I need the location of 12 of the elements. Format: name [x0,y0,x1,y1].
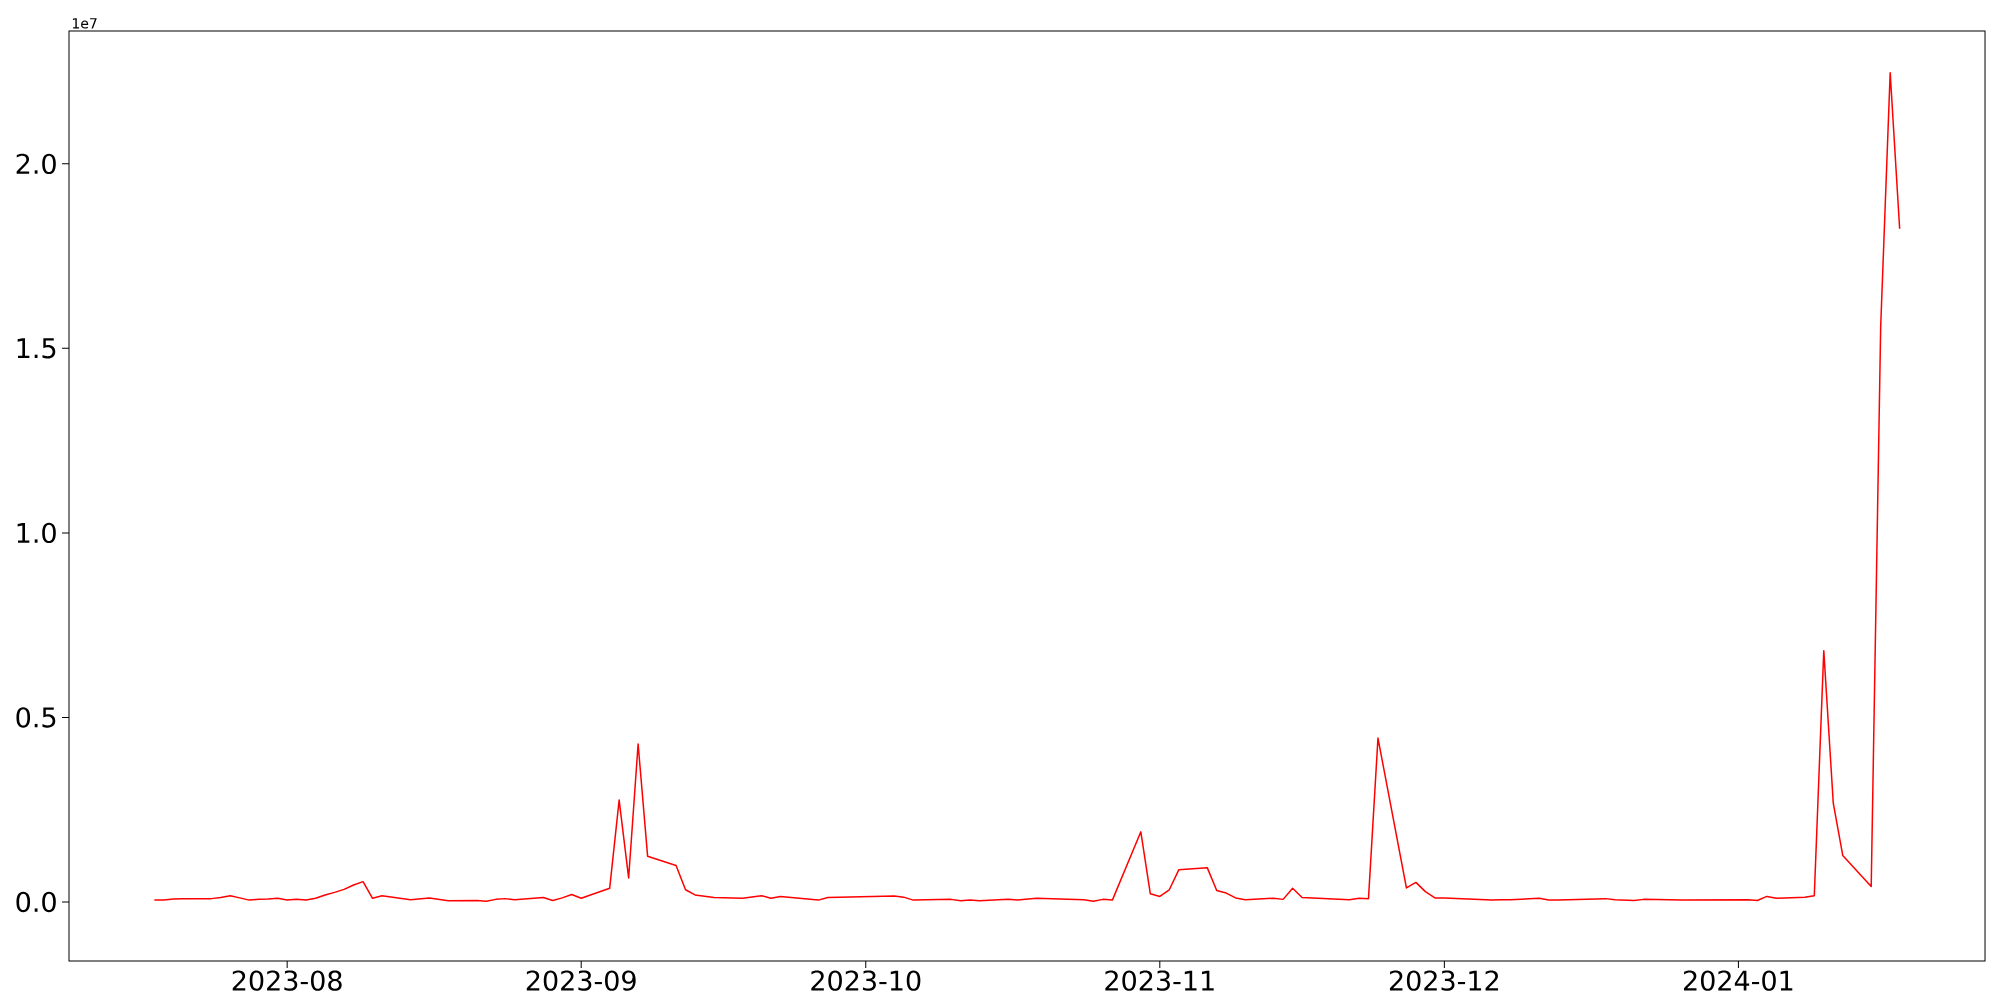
y-tick-label: 0.0 [16,891,56,913]
y-tick-label: 1.0 [17,522,56,544]
x-tick-label: 2023-09 [526,970,636,991]
x-tick-label: 2023-11 [1105,970,1214,991]
x-tick-label: 2023-12 [1389,970,1499,991]
x-tick-label: 2023-08 [232,970,342,991]
x-tick-label: 2023-10 [811,970,921,991]
text: 1e7 [72,18,97,29]
y-tick-label: 2.0 [16,153,56,175]
y-tick-label: 0.5 [16,707,56,728]
x-tick-label: 2024-01 [1683,970,1793,991]
y-tick-label: 1.5 [17,338,56,359]
